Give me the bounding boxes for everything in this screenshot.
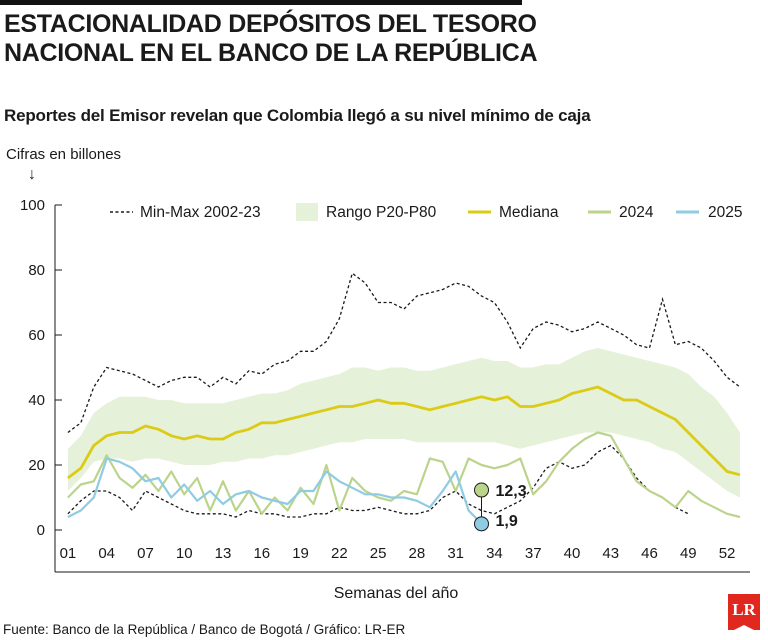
x-tick-label: 25 <box>370 545 387 562</box>
x-tick-label: 28 <box>409 545 426 562</box>
y-tick-label: 20 <box>28 457 45 474</box>
series-line-2024 <box>67 431 741 519</box>
axes-layer: 0 20 40 60 80 100 01 04 07 10 13 16 19 22 25 28 31 34 37 40… <box>20 197 750 600</box>
legend-label-range: Rango P20-P80 <box>326 204 437 221</box>
x-tick-label: 34 <box>486 545 503 562</box>
range-band-p20-p80 <box>67 348 740 498</box>
chart-title-line-1: ESTACIONALIDAD DEPÓSITOS DEL TESORO <box>4 10 537 38</box>
annotations-layer: 12,3 1,9 <box>474 482 527 532</box>
x-tick-label: 49 <box>680 545 697 562</box>
x-tick-label: 16 <box>253 545 270 562</box>
legend-label-2025: 2025 <box>708 204 742 221</box>
x-tick-label: 10 <box>176 545 193 562</box>
series-lines-layer <box>67 272 741 525</box>
legend-swatch-range <box>296 203 318 221</box>
chart-title-line-2: NACIONAL EN EL BANCO DE LA REPÚBLICA <box>4 39 538 67</box>
legend-label-2024: 2024 <box>619 204 654 221</box>
range-band-layer <box>67 348 740 498</box>
legend-label-minmax: Min-Max 2002-23 <box>140 204 261 221</box>
x-tick-label: 07 <box>137 545 154 562</box>
annotation-dot-2025 <box>474 516 490 532</box>
title-top-rule <box>0 0 522 5</box>
x-tick-label: 19 <box>292 545 309 562</box>
chart-area: 0 20 40 60 80 100 01 04 07 10 13 16 19 22 25 28 31 34 37 40… <box>20 197 750 600</box>
x-tick-label: 01 <box>60 545 77 562</box>
chart-title: ESTACIONALIDAD DEPÓSITOS DEL TESORO NACI… <box>4 10 538 68</box>
legend: Min-Max 2002-23 Rango P20-P80 Mediana 2024 2… <box>110 203 742 221</box>
unit-arrow-icon: ↓ <box>28 166 36 183</box>
x-tick-label: 40 <box>564 545 581 562</box>
x-tick-label: 46 <box>641 545 658 562</box>
x-tick-label: 04 <box>98 545 115 562</box>
y-tick-label: 60 <box>28 327 45 344</box>
y-tick-label: 80 <box>28 262 45 279</box>
chart-subtitle: Reportes del Emisor revelan que Colombia… <box>4 106 591 125</box>
series-line-min <box>67 444 689 518</box>
x-axis-title: Semanas del año <box>334 585 459 600</box>
y-tick-label: 40 <box>28 392 45 409</box>
series-line-mediana <box>67 385 741 480</box>
series-line-max <box>67 272 741 434</box>
x-tick-label: 22 <box>331 545 348 562</box>
x-tick-label: 37 <box>525 545 542 562</box>
series-line-2025 <box>67 457 483 525</box>
x-tick-label: 43 <box>602 545 619 562</box>
annotation-label-2024: 12,3 <box>496 483 527 500</box>
annotation-label-2025: 1,9 <box>496 513 518 530</box>
lr-logo: LR <box>728 594 760 630</box>
x-tick-label: 13 <box>215 545 232 562</box>
unit-label: Cifras en billones <box>6 146 122 163</box>
legend-label-median: Mediana <box>499 204 559 221</box>
x-tick-label: 52 <box>719 545 736 562</box>
y-tick-label: 0 <box>37 522 45 539</box>
y-tick-label: 100 <box>20 197 45 214</box>
x-tick-label: 31 <box>447 545 464 562</box>
source-note: Fuente: Banco de la República / Banco de… <box>3 622 406 637</box>
annotation-dot-2024 <box>474 482 490 498</box>
